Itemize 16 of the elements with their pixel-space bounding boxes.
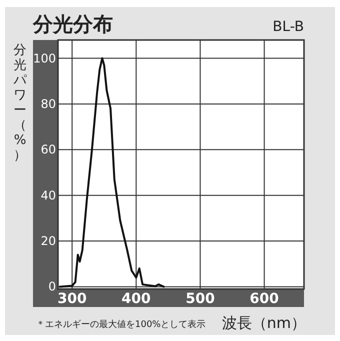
x-tick-label: 400 (122, 291, 152, 307)
y-tick-label: 60 (40, 142, 56, 157)
text: ＊エネルギーの最大値を100%として表示 (36, 319, 206, 330)
y-tick-label: 100 (33, 51, 56, 66)
x-tick-label: 600 (250, 291, 280, 307)
x-tick-label: 300 (57, 291, 87, 307)
y-axis-title: 分光パワー（%） (12, 43, 28, 163)
chart-title: 分光分布 (32, 12, 113, 36)
y-tick-label: 80 (40, 96, 56, 111)
y-tick-label: 20 (40, 234, 56, 248)
x-tick-label: 500 (186, 291, 216, 307)
x-axis-title: 波長（nm） (222, 314, 306, 332)
chart-subtitle: BL-B (272, 19, 304, 35)
y-tick-label: 0 (48, 280, 56, 294)
line-series (58, 57, 165, 288)
y-tick-label: 40 (40, 188, 56, 202)
